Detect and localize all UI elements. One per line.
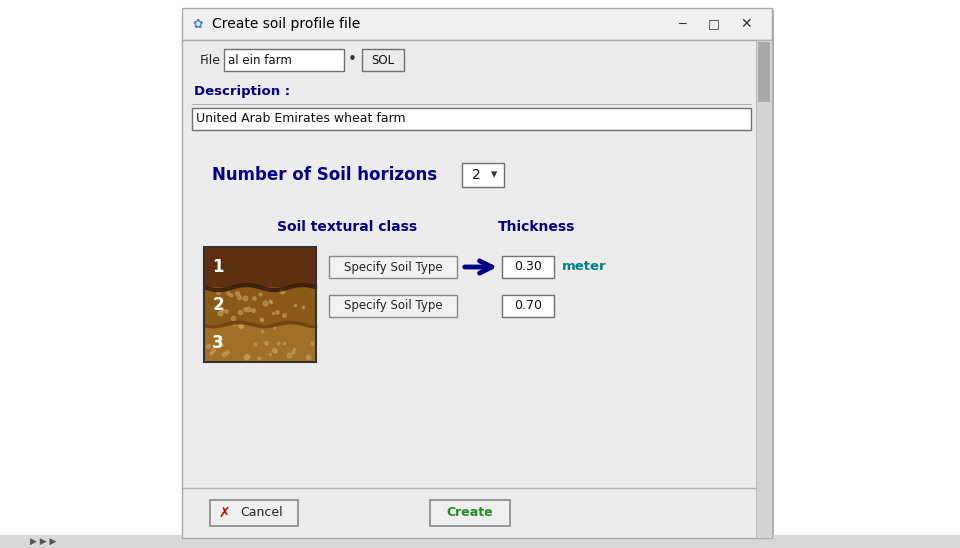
FancyBboxPatch shape [362, 49, 404, 71]
FancyBboxPatch shape [329, 294, 457, 317]
Text: 0.70: 0.70 [514, 299, 542, 312]
Text: 2: 2 [212, 296, 224, 315]
Text: 1: 1 [212, 258, 224, 276]
Text: ▶ ▶ ▶: ▶ ▶ ▶ [30, 536, 57, 545]
Text: 3: 3 [212, 334, 224, 352]
Text: 0.30: 0.30 [514, 260, 542, 273]
Text: Description :: Description : [194, 85, 290, 99]
FancyBboxPatch shape [502, 294, 554, 317]
Text: SOL: SOL [372, 54, 395, 66]
FancyBboxPatch shape [462, 163, 504, 187]
FancyBboxPatch shape [204, 247, 316, 287]
Text: ─: ─ [679, 18, 685, 31]
Text: ▾: ▾ [491, 168, 497, 181]
Text: File: File [200, 54, 221, 66]
Text: United Arab Emirates wheat farm: United Arab Emirates wheat farm [196, 112, 406, 125]
FancyBboxPatch shape [756, 40, 772, 538]
Text: Number of Soil horizons: Number of Soil horizons [212, 166, 437, 184]
Text: □: □ [708, 18, 720, 31]
FancyBboxPatch shape [182, 8, 772, 40]
Text: Cancel: Cancel [241, 506, 283, 520]
Text: Create soil profile file: Create soil profile file [212, 17, 360, 31]
Text: Specify Soil Type: Specify Soil Type [344, 260, 443, 273]
Text: Thickness: Thickness [498, 220, 576, 234]
Text: ✕: ✕ [740, 17, 752, 31]
FancyBboxPatch shape [204, 287, 316, 324]
FancyBboxPatch shape [182, 40, 772, 538]
FancyBboxPatch shape [224, 49, 344, 71]
Text: ✗: ✗ [218, 506, 229, 520]
FancyBboxPatch shape [192, 108, 751, 130]
FancyBboxPatch shape [758, 42, 770, 102]
Text: meter: meter [562, 260, 607, 273]
FancyBboxPatch shape [204, 324, 316, 362]
FancyBboxPatch shape [210, 500, 298, 526]
FancyBboxPatch shape [502, 256, 554, 278]
FancyBboxPatch shape [0, 535, 960, 548]
Text: Create: Create [446, 506, 493, 520]
FancyBboxPatch shape [329, 256, 457, 278]
Text: Specify Soil Type: Specify Soil Type [344, 299, 443, 312]
Text: Soil textural class: Soil textural class [276, 220, 417, 234]
FancyBboxPatch shape [430, 500, 510, 526]
Text: al ein farm: al ein farm [228, 54, 292, 66]
Text: •: • [348, 53, 356, 67]
FancyBboxPatch shape [184, 10, 774, 540]
Text: ✿: ✿ [193, 18, 204, 31]
Text: 2: 2 [472, 168, 481, 182]
